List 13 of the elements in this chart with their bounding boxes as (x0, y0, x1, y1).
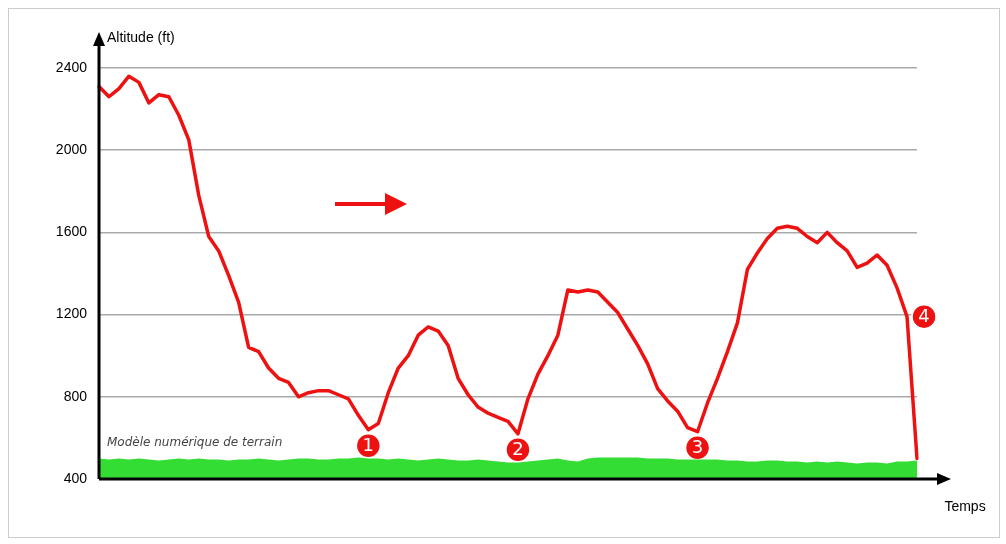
y-tick-label: 2400 (55, 58, 88, 75)
y-tick-label: 400 (63, 469, 88, 486)
x-axis-title: Temps (944, 497, 986, 514)
y-tick-label: 1200 (55, 305, 88, 322)
series-label: Modèle numérique de terrain (107, 434, 283, 449)
y-tick-label: 2000 (55, 141, 88, 158)
y-tick-label: 1600 (55, 223, 88, 240)
annotation: 3 (691, 436, 704, 458)
annotation: 1 (362, 434, 375, 456)
annotation: 4 (918, 305, 930, 327)
y-tick-label: 800 (63, 387, 88, 404)
annotation: 2 (512, 438, 524, 460)
y-axis-title: Altitude (ft) (107, 28, 175, 45)
